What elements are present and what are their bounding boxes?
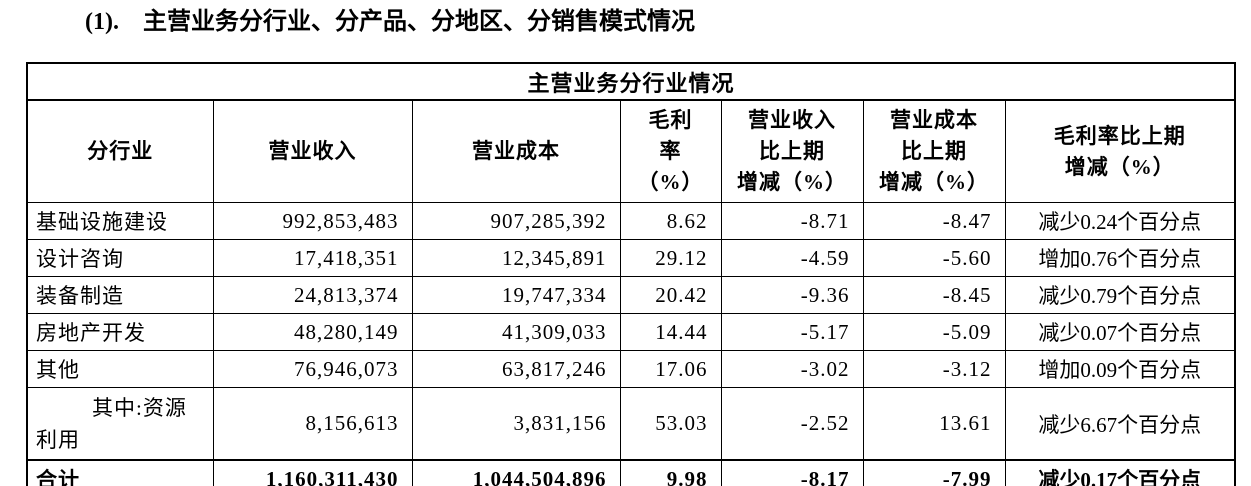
cell-industry: 装备制造 — [26, 276, 214, 314]
cell-gross-margin: 53.03 — [619, 387, 722, 461]
cell-revenue: 992,853,483 — [212, 202, 413, 240]
cell-revenue-change: -8.17 — [720, 459, 864, 486]
cell-industry: 房地产开发 — [26, 313, 214, 351]
table-header-row: 分行业 营业收入 营业成本 毛利 率 （%） 营业收入 比上期 增减（%） 营业… — [26, 99, 1236, 203]
table-row-design: 设计咨询 17,418,351 12,345,891 29.12 -4.59 -… — [26, 239, 1236, 277]
cell-revenue-change: -8.71 — [720, 202, 864, 240]
industry-table: 主营业务分行业情况 分行业 营业收入 营业成本 毛利 率 （%） 营业收入 比上… — [26, 62, 1237, 486]
table-caption: 主营业务分行业情况 — [26, 62, 1236, 101]
cell-gross-margin: 17.06 — [619, 350, 722, 388]
cell-cost: 19,747,334 — [411, 276, 621, 314]
cell-gross-margin: 9.98 — [619, 459, 722, 486]
cell-revenue: 1,160,311,430 — [212, 459, 413, 486]
cell-gross-margin: 20.42 — [619, 276, 722, 314]
col-header-gross-margin: 毛利 率 （%） — [619, 99, 722, 203]
cell-industry: 其他 — [26, 350, 214, 388]
cell-gross-margin: 8.62 — [619, 202, 722, 240]
table-row-equipment: 装备制造 24,813,374 19,747,334 20.42 -9.36 -… — [26, 276, 1236, 314]
col-header-margin-change: 毛利率比上期 增减（%） — [1004, 99, 1236, 203]
cell-revenue: 76,946,073 — [212, 350, 413, 388]
cell-gross-margin: 29.12 — [619, 239, 722, 277]
cell-gross-margin: 14.44 — [619, 313, 722, 351]
col-header-cost: 营业成本 — [411, 99, 621, 203]
cell-margin-change: 减少6.67个百分点 — [1004, 387, 1236, 461]
cell-cost: 63,817,246 — [411, 350, 621, 388]
cell-revenue: 8,156,613 — [212, 387, 413, 461]
cell-revenue-change: -5.17 — [720, 313, 864, 351]
table-row-other: 其他 76,946,073 63,817,246 17.06 -3.02 -3.… — [26, 350, 1236, 388]
cell-margin-change: 减少0.17个百分点 — [1004, 459, 1236, 486]
cell-cost-change: -8.47 — [862, 202, 1006, 240]
cell-margin-change: 增加0.76个百分点 — [1004, 239, 1236, 277]
cell-revenue: 17,418,351 — [212, 239, 413, 277]
cell-cost: 907,285,392 — [411, 202, 621, 240]
cell-cost: 41,309,033 — [411, 313, 621, 351]
cell-revenue: 24,813,374 — [212, 276, 413, 314]
cell-industry: 设计咨询 — [26, 239, 214, 277]
col-header-cost-change: 营业成本 比上期 增减（%） — [862, 99, 1006, 203]
table-row-realestate: 房地产开发 48,280,149 41,309,033 14.44 -5.17 … — [26, 313, 1236, 351]
col-header-industry: 分行业 — [26, 99, 214, 203]
cell-cost-change: -5.60 — [862, 239, 1006, 277]
col-header-revenue-change: 营业收入 比上期 增减（%） — [720, 99, 864, 203]
cell-revenue: 48,280,149 — [212, 313, 413, 351]
cell-cost: 12,345,891 — [411, 239, 621, 277]
cell-revenue-change: -4.59 — [720, 239, 864, 277]
cell-cost: 3,831,156 — [411, 387, 621, 461]
cell-industry: 基础设施建设 — [26, 202, 214, 240]
cell-revenue-change: -3.02 — [720, 350, 864, 388]
cell-cost-change: -7.99 — [862, 459, 1006, 486]
cell-cost-change: -3.12 — [862, 350, 1006, 388]
cell-industry: 其中:资源 利用 — [26, 387, 214, 461]
table-caption-row: 主营业务分行业情况 — [26, 62, 1236, 101]
table-row-resource: 其中:资源 利用 8,156,613 3,831,156 53.03 -2.52… — [26, 387, 1236, 461]
table-row-infrastructure: 基础设施建设 992,853,483 907,285,392 8.62 -8.7… — [26, 202, 1236, 240]
table-row-total: 合计 1,160,311,430 1,044,504,896 9.98 -8.1… — [26, 459, 1236, 486]
cell-margin-change: 减少0.07个百分点 — [1004, 313, 1236, 351]
cell-revenue-change: -9.36 — [720, 276, 864, 314]
col-header-revenue: 营业收入 — [212, 99, 413, 203]
cell-cost-change: -5.09 — [862, 313, 1006, 351]
cell-cost-change: -8.45 — [862, 276, 1006, 314]
cell-margin-change: 减少0.24个百分点 — [1004, 202, 1236, 240]
section-title: (1). 主营业务分行业、分产品、分地区、分销售模式情况 — [85, 9, 695, 35]
cell-cost: 1,044,504,896 — [411, 459, 621, 486]
cell-industry: 合计 — [26, 459, 214, 486]
cell-margin-change: 减少0.79个百分点 — [1004, 276, 1236, 314]
cell-margin-change: 增加0.09个百分点 — [1004, 350, 1236, 388]
cell-cost-change: 13.61 — [862, 387, 1006, 461]
cell-revenue-change: -2.52 — [720, 387, 864, 461]
